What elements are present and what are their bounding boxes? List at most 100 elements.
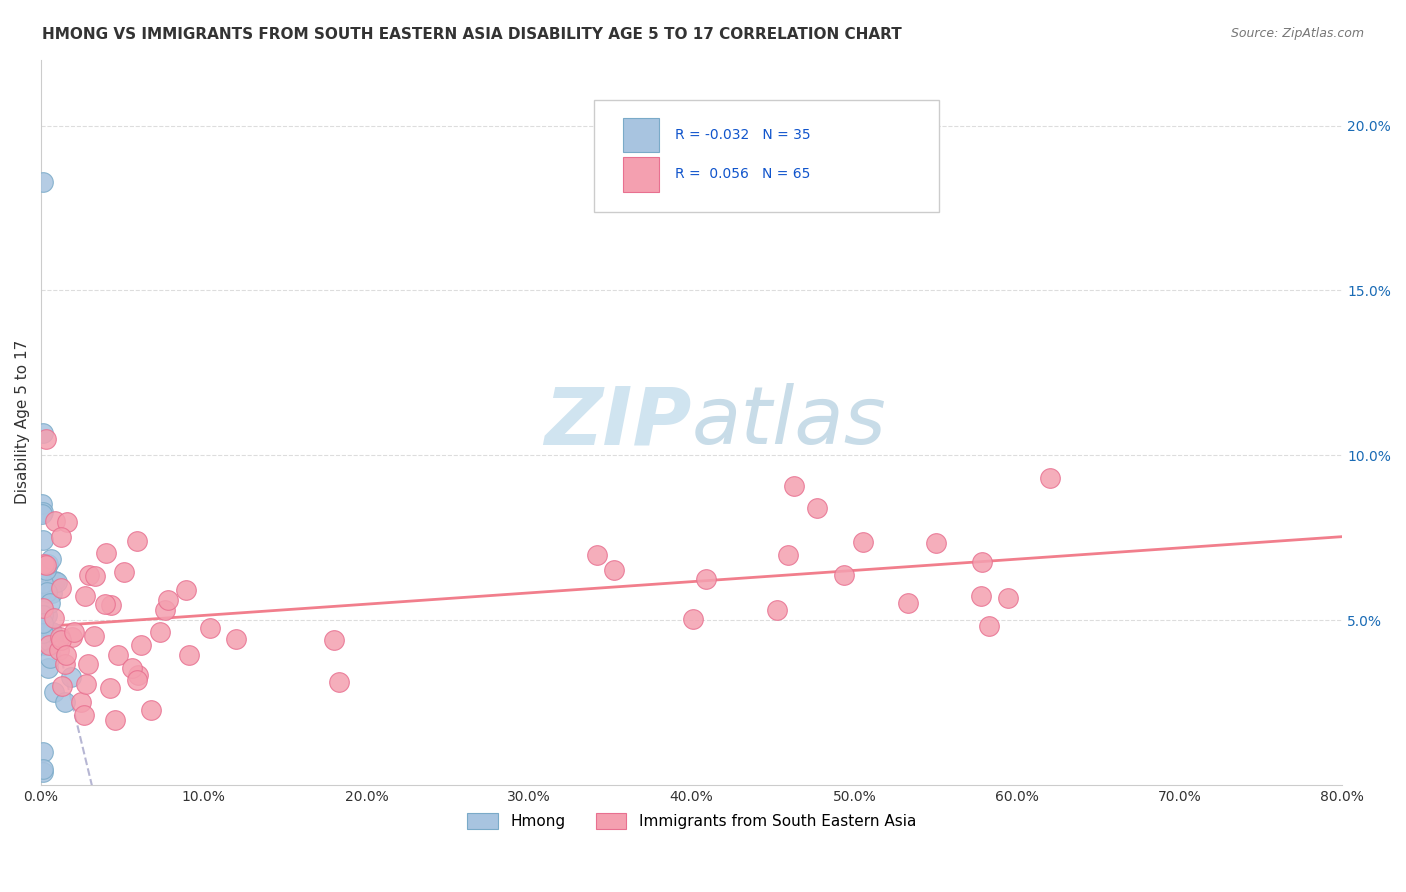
Point xyxy=(806,500,828,515)
Point xyxy=(35,432,58,446)
Point xyxy=(323,633,346,648)
Point xyxy=(31,607,53,622)
Point xyxy=(31,533,53,547)
Point xyxy=(783,478,806,492)
Point xyxy=(60,670,83,684)
Point xyxy=(141,703,163,717)
Text: ZIP: ZIP xyxy=(544,384,692,461)
Point xyxy=(979,619,1001,633)
Point xyxy=(31,625,53,640)
Point xyxy=(179,648,201,663)
Point xyxy=(37,557,59,571)
Point xyxy=(924,536,946,550)
Point xyxy=(104,713,127,727)
Point xyxy=(53,657,76,671)
Point xyxy=(38,639,60,653)
Point xyxy=(31,497,53,511)
Point xyxy=(153,603,176,617)
Point xyxy=(34,558,56,572)
Point xyxy=(51,632,73,647)
Point xyxy=(125,534,148,549)
Point xyxy=(31,425,53,440)
Point xyxy=(603,563,626,577)
Point xyxy=(55,648,77,662)
Point xyxy=(98,681,121,695)
Point xyxy=(776,548,799,562)
Y-axis label: Disability Age 5 to 17: Disability Age 5 to 17 xyxy=(15,340,30,505)
Point xyxy=(49,630,72,644)
Point xyxy=(75,677,97,691)
Point xyxy=(76,657,98,671)
Point xyxy=(970,589,993,603)
Point xyxy=(34,563,56,577)
Point xyxy=(39,597,62,611)
Point xyxy=(897,596,920,610)
Text: R = -0.032   N = 35: R = -0.032 N = 35 xyxy=(675,128,810,142)
Point xyxy=(51,679,73,693)
Point xyxy=(682,612,704,626)
Point xyxy=(55,695,77,709)
Point xyxy=(41,625,63,640)
Point xyxy=(31,507,53,521)
Point xyxy=(70,695,93,709)
Text: atlas: atlas xyxy=(692,384,886,461)
Point xyxy=(121,661,143,675)
Point xyxy=(127,667,149,681)
Point xyxy=(34,638,56,652)
Point xyxy=(1038,471,1060,485)
Point xyxy=(83,628,105,642)
Point xyxy=(112,566,135,580)
Point xyxy=(225,632,247,647)
Point xyxy=(149,625,172,640)
Point xyxy=(100,598,122,612)
Point xyxy=(766,602,789,616)
Legend: Hmong, Immigrants from South Eastern Asia: Hmong, Immigrants from South Eastern Asi… xyxy=(461,807,922,836)
Point xyxy=(60,630,83,644)
Point xyxy=(31,762,53,776)
Point xyxy=(77,568,100,582)
FancyBboxPatch shape xyxy=(595,100,939,212)
Point xyxy=(49,581,72,595)
Point xyxy=(32,557,55,571)
Point xyxy=(56,516,79,530)
Point xyxy=(31,764,53,779)
Point xyxy=(42,632,65,646)
Point xyxy=(83,569,105,583)
Point xyxy=(41,586,63,600)
Point xyxy=(174,583,197,598)
Point xyxy=(31,745,53,759)
Point xyxy=(73,707,96,722)
Text: R =  0.056   N = 65: R = 0.056 N = 65 xyxy=(675,167,810,181)
Point xyxy=(46,575,69,590)
Point xyxy=(94,597,117,611)
Point xyxy=(49,530,72,544)
Point xyxy=(32,601,55,615)
Point xyxy=(31,616,53,631)
Point xyxy=(94,546,117,560)
Point xyxy=(32,505,55,519)
Point xyxy=(44,574,66,588)
Point xyxy=(970,555,993,569)
FancyBboxPatch shape xyxy=(623,118,659,153)
Point xyxy=(75,590,97,604)
Point xyxy=(39,637,62,651)
Point xyxy=(198,621,221,635)
Point xyxy=(44,514,66,528)
Point xyxy=(127,673,149,687)
Point xyxy=(41,552,63,566)
Point xyxy=(31,584,53,599)
Point xyxy=(38,633,60,648)
Point xyxy=(585,549,607,563)
Point xyxy=(997,591,1019,606)
Point xyxy=(39,651,62,665)
Point xyxy=(62,624,84,639)
Point xyxy=(328,675,350,690)
Point xyxy=(42,611,65,625)
Point xyxy=(35,607,58,622)
Point xyxy=(852,534,875,549)
Point xyxy=(31,576,53,591)
Point xyxy=(107,648,129,662)
Point xyxy=(48,643,70,657)
Point xyxy=(37,661,59,675)
Text: HMONG VS IMMIGRANTS FROM SOUTH EASTERN ASIA DISABILITY AGE 5 TO 17 CORRELATION C: HMONG VS IMMIGRANTS FROM SOUTH EASTERN A… xyxy=(42,27,901,42)
